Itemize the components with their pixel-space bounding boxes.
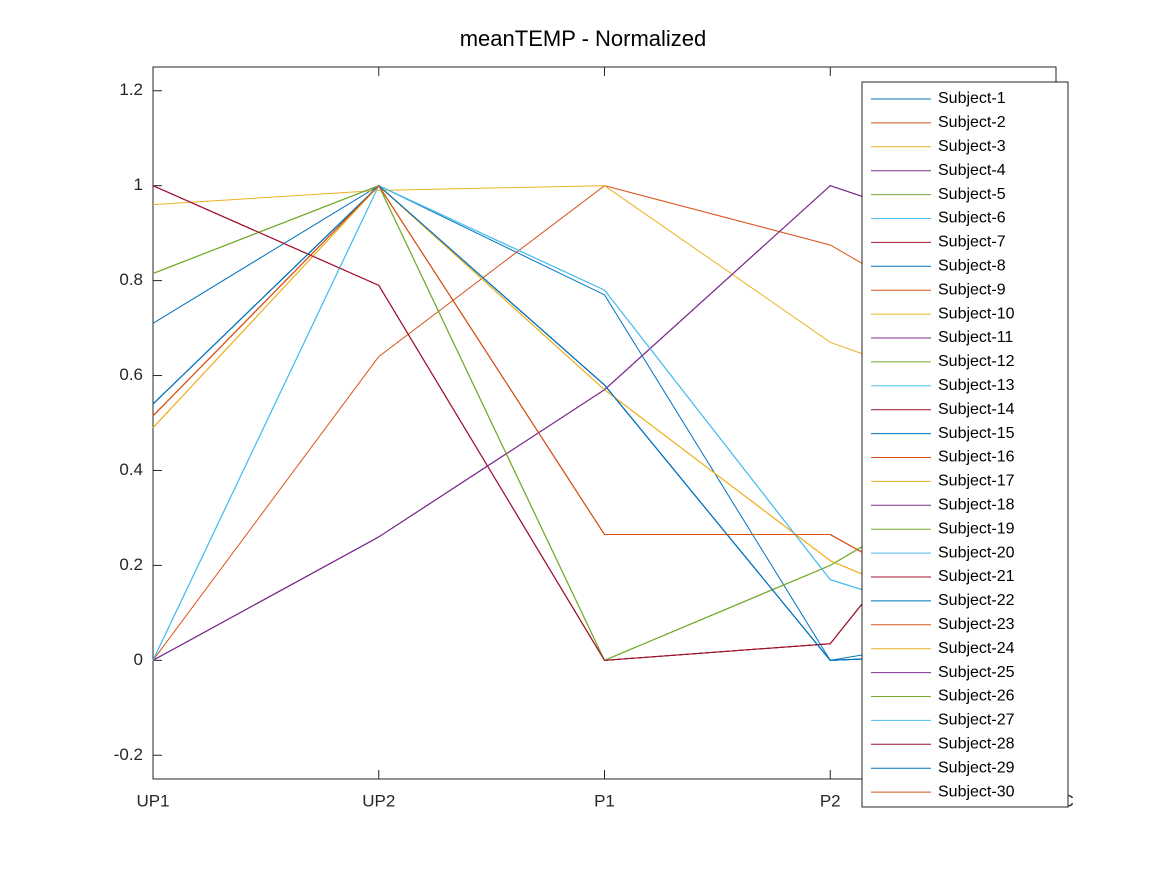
legend-label: Subject-15	[938, 425, 1015, 442]
y-tick-label: 0.2	[119, 555, 143, 574]
legend-label: Subject-9	[938, 281, 1006, 298]
x-tick-label: UP1	[136, 791, 169, 810]
legend-label: Subject-27	[938, 712, 1015, 729]
legend-label: Subject-18	[938, 497, 1015, 514]
y-tick-label: 0.6	[119, 365, 143, 384]
legend-label: Subject-17	[938, 473, 1015, 490]
legend-label: Subject-1	[938, 90, 1006, 107]
legend-label: Subject-24	[938, 640, 1015, 657]
legend-label: Subject-10	[938, 305, 1015, 322]
legend-label: Subject-20	[938, 544, 1015, 561]
x-tick-label: UP2	[362, 791, 395, 810]
y-tick-label: 0.8	[119, 270, 143, 289]
chart-title: meanTEMP - Normalized	[460, 26, 707, 51]
legend-label: Subject-25	[938, 664, 1015, 681]
legend-label: Subject-19	[938, 520, 1015, 537]
legend-label: Subject-6	[938, 210, 1006, 227]
legend-box	[861, 81, 1069, 808]
legend-label: Subject-8	[938, 258, 1006, 275]
legend-label: Subject-22	[938, 592, 1015, 609]
y-tick-label: 1.2	[119, 80, 143, 99]
legend-label: Subject-28	[938, 736, 1015, 753]
legend-label: Subject-14	[938, 401, 1015, 418]
legend-label: Subject-12	[938, 353, 1015, 370]
x-tick-label: P2	[820, 791, 841, 810]
legend-label: Subject-30	[938, 783, 1015, 800]
legend-label: Subject-7	[938, 234, 1006, 251]
legend-label: Subject-13	[938, 377, 1015, 394]
legend-label: Subject-11	[938, 329, 1013, 346]
legend-label: Subject-23	[938, 616, 1015, 633]
y-tick-label: 1	[134, 175, 143, 194]
legend-label: Subject-16	[938, 449, 1015, 466]
legend-label: Subject-21	[938, 568, 1015, 585]
legend-label: Subject-3	[938, 138, 1006, 155]
legend-label: Subject-4	[938, 162, 1006, 179]
legend-label: Subject-29	[938, 759, 1015, 776]
y-tick-label: -0.2	[114, 745, 143, 764]
legend-label: Subject-26	[938, 688, 1015, 705]
x-tick-label: P1	[594, 791, 615, 810]
y-tick-label: 0.4	[119, 460, 143, 479]
legend-label: Subject-5	[938, 186, 1006, 203]
legend-label: Subject-2	[938, 114, 1006, 131]
y-tick-label: 0	[134, 650, 143, 669]
